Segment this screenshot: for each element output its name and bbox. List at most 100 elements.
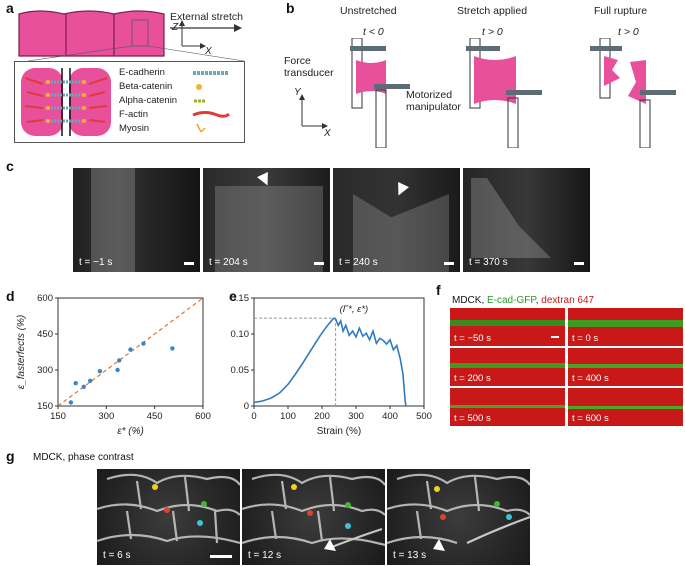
tissue-sheet [91, 168, 135, 272]
micrograph-c3: t = 240 s [333, 168, 460, 272]
scale-bar [551, 336, 559, 338]
plot-frame [253, 297, 425, 407]
legend-factin-label: F-actin [119, 109, 149, 120]
y-tick-label: 450 [37, 329, 53, 340]
time-label: t = 240 s [339, 257, 378, 268]
axis-z-label: Z [172, 22, 179, 33]
zoom-line [27, 45, 133, 61]
arrowhead-icon [433, 539, 445, 551]
dot-yellow [434, 486, 440, 492]
x-axis-label: Strain (%) [317, 426, 361, 437]
x-tick-label: 300 [348, 411, 364, 422]
micrograph-c1: t = −1 s [73, 168, 200, 272]
x-tick-label: 200 [314, 411, 330, 422]
tissue-sheet [215, 186, 323, 272]
title-stretch-applied: Stretch applied [457, 5, 528, 17]
scale-bar [574, 262, 584, 265]
panel-b-setup-diagram [299, 38, 676, 148]
peak-annotation: (Γ*, ε*) [340, 304, 369, 315]
arrowhead-icon [393, 182, 409, 198]
legend-myosin-icon [196, 123, 206, 133]
phase-image-2: t = 12 s [242, 469, 385, 565]
x-tick-label: 100 [280, 411, 296, 422]
panel-label-f: f [436, 282, 441, 298]
scatter-chart-d: 150 300 450 600 150 300 450 600 ε* (%) ε_fasterfe… [16, 293, 211, 437]
f-title-red: dextran 647 [541, 295, 595, 306]
panel-g-title: MDCK, phase contrast [33, 452, 134, 463]
dot-green [494, 501, 500, 507]
panel-label-b: b [286, 0, 295, 16]
phase-image-3: t = 13 s [387, 469, 530, 565]
f-title-sep: , [535, 295, 542, 306]
time-label: t = −1 s [79, 257, 113, 268]
y-tick-label: 150 [37, 401, 53, 412]
y-tick-label: 0.05 [231, 365, 250, 376]
title-full-rupture: Full rupture [594, 5, 648, 17]
x-tick-label: 300 [98, 411, 114, 422]
data-point [115, 367, 120, 373]
legend-beta-catenin-label: Beta-catenin [119, 81, 173, 92]
data-point [88, 378, 93, 383]
data-point [81, 384, 86, 389]
legend-myosin-label: Myosin [119, 123, 150, 134]
x-tick-label: 500 [416, 411, 432, 422]
legend-beta-catenin-icon [196, 84, 202, 90]
plot-frame [57, 297, 204, 407]
identity-line [57, 297, 204, 407]
data-point [97, 369, 103, 374]
tension-curve [253, 317, 407, 407]
f-tile-3: t = 200 s [450, 348, 565, 386]
dot-red [440, 514, 446, 520]
dot-cyan [345, 523, 351, 529]
time-label: t = 200 s [454, 373, 491, 384]
legend-alpha-catenin-label: Alpha-catenin [119, 95, 178, 106]
dot-green [345, 502, 351, 508]
actin-filaments [24, 77, 108, 123]
time-label: t = 204 s [209, 257, 248, 268]
time-label: t = 600 s [572, 413, 609, 424]
stretch-arrowhead [234, 24, 242, 32]
tissue-fragment [471, 178, 551, 258]
cell-monolayer [18, 10, 165, 57]
micrograph-c2: t = 204 s [203, 168, 330, 272]
data-point [128, 347, 133, 352]
panel-label-c: c [6, 158, 14, 174]
legend-ecadherin-label: E-cadherin [119, 67, 165, 78]
setup-rupture [590, 38, 676, 148]
cell-outlines [242, 473, 385, 551]
f-tile-2: t = 0 s [568, 308, 683, 346]
panel-label-a: a [6, 0, 14, 16]
panel-label-g: g [6, 448, 15, 464]
time-label: t = 500 s [454, 413, 491, 424]
x-axis-label: ε* (%) [117, 426, 144, 437]
data-point [68, 400, 74, 405]
data-point [141, 341, 146, 346]
b-axis-x-label: X [324, 128, 331, 139]
time-rupture: t > 0 [618, 26, 639, 38]
zoom-line [147, 45, 245, 61]
b-axis-y-label: Y [294, 87, 301, 98]
y-tick-label: 300 [37, 365, 53, 376]
dot-cyan [506, 514, 512, 520]
y-tick-label: 0.15 [231, 293, 250, 304]
f-tile-5: t = 500 s [450, 388, 565, 426]
legend-factin-icon [192, 111, 231, 118]
phase-image-1: t = 6 s [97, 469, 240, 565]
panel-a-tissue-diagram [18, 10, 245, 61]
dot-red [307, 510, 313, 516]
cadherin-bonds [45, 80, 87, 123]
x-axis-arrowhead [200, 43, 206, 49]
title-unstretched: Unstretched [340, 5, 397, 17]
data-point [170, 346, 175, 351]
time-label: t = 370 s [469, 257, 508, 268]
scale-bar [210, 555, 232, 558]
f-title-green: E-cad-GFP [487, 295, 536, 306]
force-transducer-label: Force transducer [284, 55, 334, 79]
x-tick-label: 450 [147, 411, 163, 422]
data-point [117, 358, 122, 363]
scale-bar [444, 262, 454, 265]
y-tick-label: 0.10 [231, 329, 250, 340]
catenins [46, 80, 86, 123]
f-tile-1: t = −50 s [450, 308, 565, 346]
x-tick-label: 400 [382, 411, 398, 422]
